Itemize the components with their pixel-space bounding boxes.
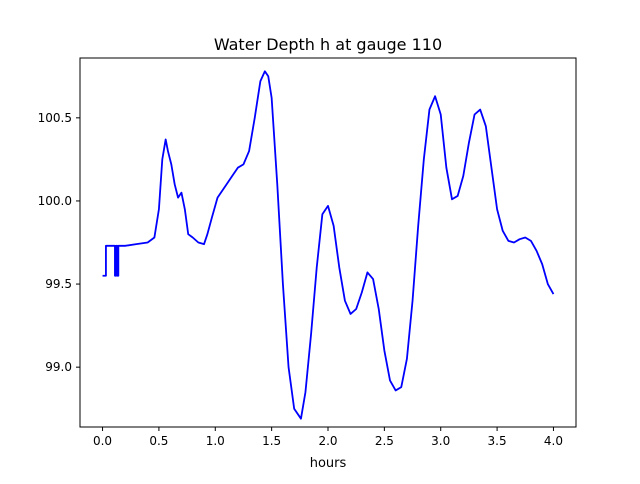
y-axis-ticks: 99.0 99.5 100.0 100.5 [38, 111, 80, 374]
x-tick-label: 0.5 [149, 434, 168, 448]
x-tick-label: 0.0 [93, 434, 112, 448]
x-tick-label: 3.5 [488, 434, 507, 448]
series-line-0 [102, 70, 555, 420]
x-axis-label: hours [310, 456, 347, 471]
chart-title: Water Depth h at gauge 110 [214, 35, 442, 54]
x-tick-label: 4.0 [544, 434, 563, 448]
x-tick-label: 3.0 [431, 434, 450, 448]
x-axis-ticks: 0.0 0.5 1.0 1.5 2.0 2.5 3.0 3.5 4.0 [93, 427, 563, 448]
plot-area [102, 70, 555, 420]
x-tick-label: 1.0 [206, 434, 225, 448]
x-tick-label: 2.5 [375, 434, 394, 448]
y-tick-label: 99.5 [45, 277, 72, 291]
y-tick-label: 100.5 [38, 111, 72, 125]
y-tick-label: 99.0 [45, 360, 72, 374]
y-tick-label: 100.0 [38, 194, 72, 208]
x-tick-label: 1.5 [262, 434, 281, 448]
x-tick-label: 2.0 [318, 434, 337, 448]
